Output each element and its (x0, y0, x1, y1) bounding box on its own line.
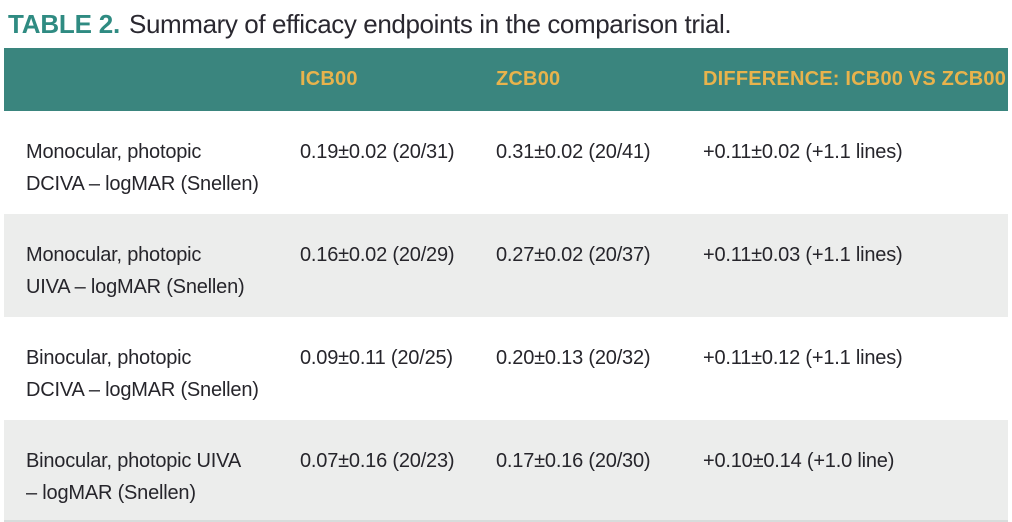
cell-icb00: 0.07±0.16 (20/23) (300, 450, 455, 472)
table-bottom-rule (4, 520, 1008, 522)
cell-zcb00: 0.20±0.13 (20/32) (496, 347, 651, 369)
table-row: Binocular, photopic DCIVA – logMAR (Snel… (4, 317, 1008, 420)
row-label: Binocular, photopic UIVA – logMAR (Snell… (26, 450, 241, 504)
cell-difference: +0.10±0.14 (+1.0 line) (703, 450, 895, 472)
cell-difference: +0.11±0.02 (+1.1 lines) (703, 141, 903, 163)
column-header-zcb00: ZCB00 (496, 68, 561, 90)
table-row: Monocular, photopic DCIVA – logMAR (Snel… (4, 111, 1008, 214)
efficacy-endpoints-table: ICB00 ZCB00 DIFFERENCE: ICB00 VS ZCB00 M… (4, 48, 1008, 522)
cell-difference: +0.11±0.03 (+1.1 lines) (703, 244, 903, 266)
row-label: Monocular, photopic UIVA – logMAR (Snell… (26, 244, 245, 298)
cell-zcb00: 0.27±0.02 (20/37) (496, 244, 651, 266)
cell-icb00: 0.16±0.02 (20/29) (300, 244, 455, 266)
cell-icb00: 0.19±0.02 (20/31) (300, 141, 455, 163)
table-row: Binocular, photopic UIVA – logMAR (Snell… (4, 420, 1008, 522)
column-header-icb00: ICB00 (300, 68, 358, 90)
cell-icb00: 0.09±0.11 (20/25) (300, 347, 453, 369)
cell-difference: +0.11±0.12 (+1.1 lines) (703, 347, 903, 369)
row-label: Monocular, photopic DCIVA – logMAR (Snel… (26, 141, 259, 195)
table-number-label: TABLE 2. (8, 8, 121, 39)
table-title: TABLE 2. Summary of efficacy endpoints i… (0, 0, 1012, 48)
cell-zcb00: 0.17±0.16 (20/30) (496, 450, 651, 472)
table-caption: Summary of efficacy endpoints in the com… (129, 8, 732, 39)
table-row: Monocular, photopic UIVA – logMAR (Snell… (4, 214, 1008, 317)
column-header-difference: DIFFERENCE: ICB00 VS ZCB00 (703, 68, 1007, 90)
table-header-row: ICB00 ZCB00 DIFFERENCE: ICB00 VS ZCB00 (4, 48, 1008, 111)
row-label: Binocular, photopic DCIVA – logMAR (Snel… (26, 347, 259, 401)
cell-zcb00: 0.31±0.02 (20/41) (496, 141, 651, 163)
